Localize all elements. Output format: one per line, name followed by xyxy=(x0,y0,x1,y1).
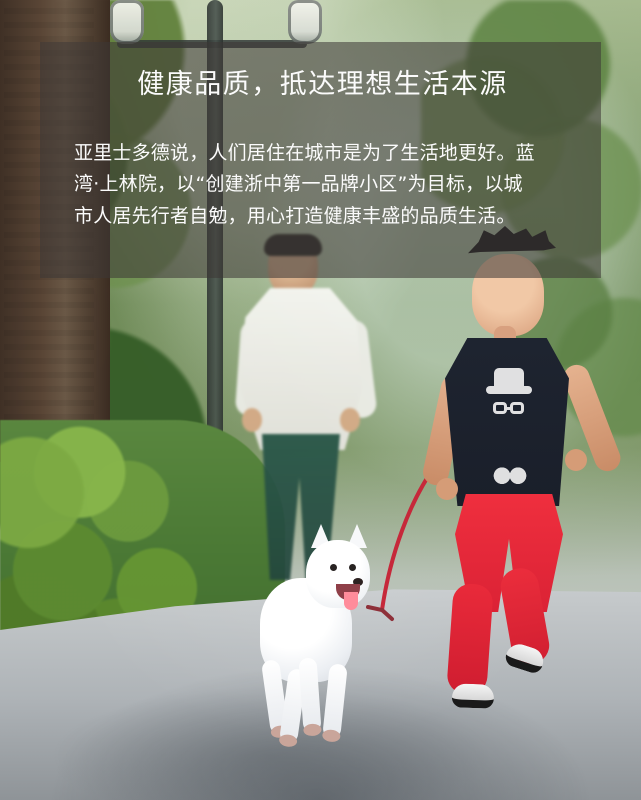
dog-tongue xyxy=(344,592,358,610)
street-lamp-left-globe xyxy=(110,0,144,44)
dog-paw xyxy=(303,723,322,737)
overlay-paragraph-line: 市人居先行者自勉，用心打造健康丰盛的品质生活。 xyxy=(74,205,516,228)
boy-left-leg xyxy=(446,582,494,696)
shirt-glasses-bridge xyxy=(505,407,513,410)
overlay-headline: 健康品质，抵达理想生活本源 xyxy=(137,69,508,100)
dog-head xyxy=(306,540,370,608)
shirt-graphic xyxy=(486,368,534,498)
boy-left-shoe xyxy=(451,683,495,709)
street-lamp-right-globe xyxy=(288,0,322,44)
shirt-hat-top xyxy=(494,368,524,388)
overlay-paragraph-line: 湾·上林院，以“创建浙中第一品牌小区”为目标，以城 xyxy=(74,173,523,196)
boy-left-hand xyxy=(436,478,458,500)
shirt-hat-brim xyxy=(486,386,532,394)
dog-left-eye xyxy=(330,564,337,571)
dog-nose xyxy=(353,578,363,586)
text-overlay-panel: 健康品质，抵达理想生活本源 亚里士多德说，人们居住在城市是为了生活地更好。蓝 湾… xyxy=(40,42,601,278)
dog-right-eye xyxy=(349,564,356,571)
boy-right-hand xyxy=(565,449,587,471)
shirt-shoes-graphic xyxy=(490,464,530,490)
dog-paw xyxy=(278,733,298,748)
overlay-paragraph: 亚里士多德说，人们居住在城市是为了生活地更好。蓝 湾·上林院，以“创建浙中第一品… xyxy=(74,138,571,233)
father-left-hand xyxy=(242,408,262,432)
dog-paw xyxy=(321,728,341,743)
shirt-glasses-right xyxy=(510,402,524,414)
dog-figure xyxy=(248,524,378,748)
father-right-hand xyxy=(340,408,360,432)
overlay-paragraph-line: 亚里士多德说，人们居住在城市是为了生活地更好。蓝 xyxy=(74,141,535,164)
boy-figure xyxy=(420,226,625,746)
